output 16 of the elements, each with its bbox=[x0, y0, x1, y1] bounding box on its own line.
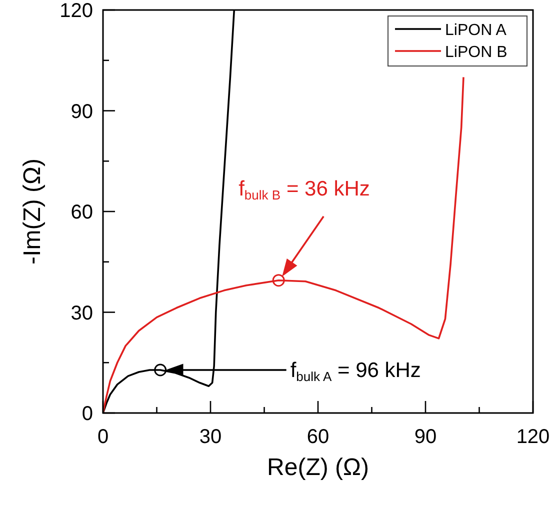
x-tick-label: 120 bbox=[516, 426, 550, 448]
annotation: f$_{bulk B}$ = 36 kHz bbox=[238, 177, 370, 202]
y-tick-label: 120 bbox=[60, 0, 93, 22]
y-axis-title: -Im(Z) (Ω) bbox=[19, 158, 46, 264]
x-axis-title: Re(Z) (Ω) bbox=[267, 454, 369, 481]
x-tick-label: 0 bbox=[97, 426, 109, 448]
x-tick-label: 60 bbox=[306, 426, 330, 448]
y-tick-label: 0 bbox=[82, 403, 93, 425]
y-tick-label: 90 bbox=[70, 100, 93, 123]
legend-label: LiPON A bbox=[445, 22, 507, 39]
y-tick-label: 30 bbox=[70, 302, 93, 324]
annotation: f$_{bulk A}$ = 96 kHz bbox=[290, 359, 421, 384]
x-tick-label: 30 bbox=[199, 426, 222, 448]
x-tick-label: 90 bbox=[414, 426, 437, 448]
legend-label: LiPON B bbox=[445, 44, 508, 61]
y-tick-label: 60 bbox=[70, 202, 93, 224]
